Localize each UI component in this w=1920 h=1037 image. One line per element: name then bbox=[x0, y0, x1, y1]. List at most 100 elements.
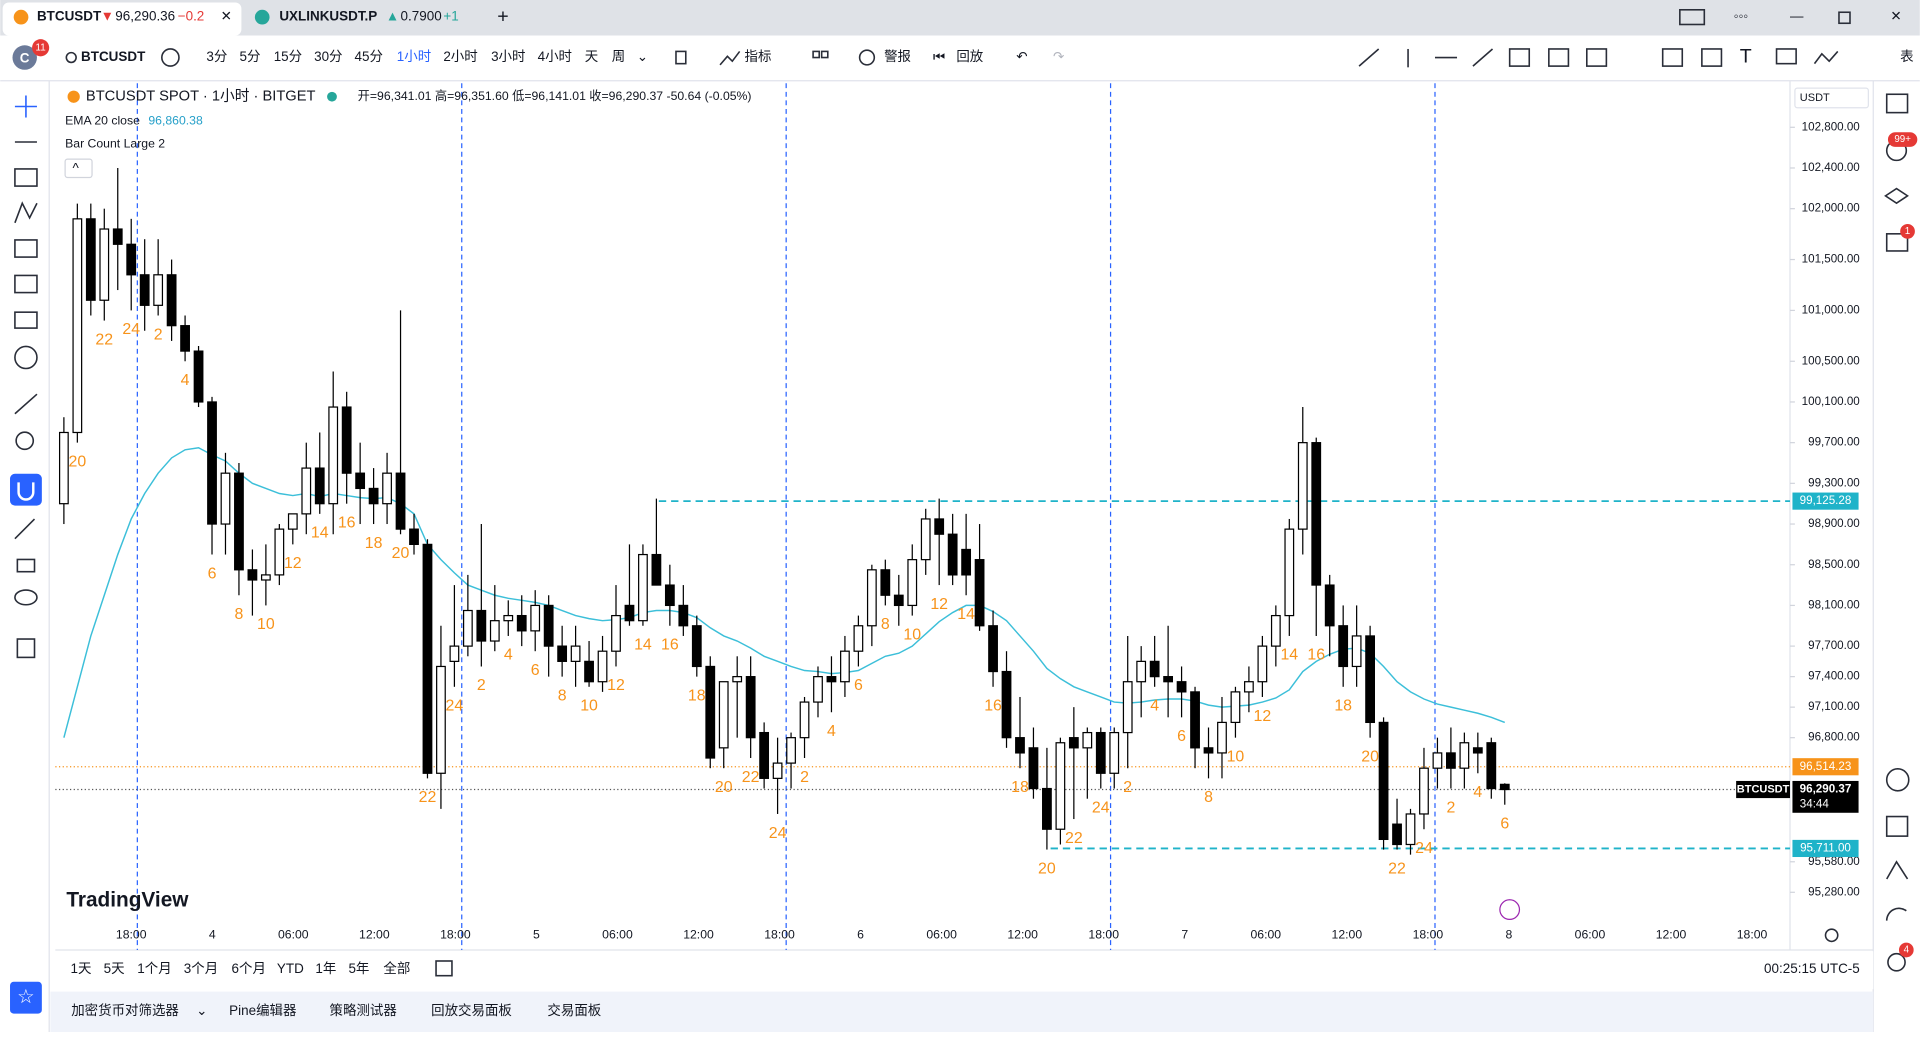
close[interactable]: ✕ bbox=[1890, 9, 1901, 24]
minimize[interactable]: — bbox=[1790, 9, 1804, 24]
annotation-tool[interactable] bbox=[14, 311, 38, 329]
undo[interactable]: ↶ bbox=[1016, 49, 1027, 64]
magnet-tool[interactable] bbox=[10, 473, 42, 506]
path-tool[interactable] bbox=[1813, 50, 1839, 65]
panel-tab[interactable]: Pine编辑器 bbox=[229, 1003, 297, 1018]
notify-icon[interactable] bbox=[1887, 952, 1906, 972]
ideas-icon[interactable] bbox=[1885, 768, 1910, 792]
date-range-button[interactable] bbox=[435, 960, 453, 977]
count-label: 6 bbox=[1177, 728, 1186, 745]
fib-tool[interactable] bbox=[1508, 48, 1531, 67]
rect-tool[interactable] bbox=[1661, 48, 1684, 67]
trend-tool[interactable] bbox=[1358, 48, 1380, 67]
compare-button[interactable] bbox=[161, 48, 180, 67]
panel-tab[interactable]: 回放交易面板 bbox=[431, 1002, 512, 1018]
settings-icon[interactable] bbox=[1824, 928, 1839, 943]
tab[interactable] bbox=[2, 2, 242, 36]
interval-button[interactable]: 3小时 bbox=[491, 49, 525, 64]
candle-body bbox=[1055, 742, 1066, 830]
hide-tool[interactable] bbox=[14, 589, 38, 606]
news-icon[interactable] bbox=[1886, 860, 1909, 880]
interval-dropdown[interactable]: ⌄ bbox=[637, 49, 648, 64]
chat-icon[interactable] bbox=[1885, 233, 1909, 252]
candle-body bbox=[72, 218, 83, 434]
dropdown[interactable]: ⌄ bbox=[196, 1003, 207, 1018]
x-tick-label: 7 bbox=[1181, 928, 1188, 942]
interval-button[interactable]: 15分 bbox=[274, 49, 302, 64]
candle-body bbox=[1230, 691, 1241, 724]
panel-tab[interactable]: 策略测试器 bbox=[330, 1002, 398, 1018]
chart[interactable]: BTCUSDT SPOT · 1小时 · BITGET 开=96,341.01 … bbox=[55, 80, 1874, 951]
symbol-search[interactable]: BTCUSDT bbox=[81, 49, 146, 64]
panel-tab[interactable]: 加密货币对筛选器 bbox=[71, 1002, 179, 1018]
replay-button[interactable]: 回放 bbox=[956, 49, 983, 64]
interval-button[interactable]: 4小时 bbox=[538, 49, 572, 64]
text-tool[interactable]: T bbox=[1740, 46, 1752, 68]
emoji-tool[interactable] bbox=[14, 345, 38, 370]
redo[interactable]: ↷ bbox=[1053, 49, 1064, 64]
tab-price: 96,290.36 bbox=[115, 9, 175, 24]
tab-change: −0.2 bbox=[178, 9, 205, 24]
candle-body bbox=[664, 584, 675, 607]
interval-button[interactable]: 天 bbox=[585, 49, 598, 64]
shape-tool[interactable] bbox=[14, 274, 38, 294]
range-button[interactable]: YTD bbox=[277, 961, 304, 976]
ray-tool[interactable] bbox=[1472, 48, 1494, 67]
interval-button[interactable]: 2小时 bbox=[443, 49, 477, 64]
layers-icon[interactable] bbox=[1884, 187, 1909, 205]
more-button[interactable]: ◦◦◦ bbox=[1734, 9, 1749, 24]
interval-button[interactable]: 5分 bbox=[239, 49, 260, 64]
range-button[interactable]: 1天 bbox=[71, 961, 92, 976]
event-marker[interactable] bbox=[1499, 899, 1521, 920]
panel-tab[interactable]: 交易面板 bbox=[547, 1002, 601, 1018]
channel-tool[interactable] bbox=[1585, 48, 1608, 67]
range-button[interactable]: 3个月 bbox=[184, 961, 218, 976]
forecast-tool[interactable] bbox=[14, 239, 38, 258]
tab-close[interactable]: ✕ bbox=[221, 9, 232, 24]
level-label: 96,514.23 bbox=[1800, 760, 1852, 773]
lock-drawing[interactable] bbox=[14, 518, 36, 540]
pattern-tool[interactable] bbox=[14, 201, 38, 224]
interval-button[interactable]: 1小时 bbox=[397, 49, 431, 64]
pattern-tool[interactable] bbox=[1548, 48, 1570, 67]
tab-symbol[interactable]: UXLINKUSDT.P bbox=[279, 9, 377, 24]
range-button[interactable]: 6个月 bbox=[232, 961, 266, 976]
delete-tool[interactable] bbox=[16, 638, 36, 659]
zoom-tool[interactable] bbox=[15, 431, 35, 451]
chart-type[interactable] bbox=[675, 50, 687, 65]
calendar-icon[interactable] bbox=[1885, 815, 1909, 837]
grid-tool[interactable] bbox=[1701, 48, 1723, 67]
stream-icon[interactable] bbox=[1885, 907, 1907, 921]
candle-body bbox=[516, 614, 527, 632]
range-button[interactable]: 1年 bbox=[315, 961, 336, 976]
favorites[interactable] bbox=[10, 981, 42, 1014]
interval-button[interactable]: 周 bbox=[612, 49, 625, 64]
interval-button[interactable]: 3分 bbox=[206, 49, 227, 64]
ruler-tool[interactable] bbox=[14, 393, 38, 415]
currency-select[interactable] bbox=[1794, 87, 1869, 109]
count-label: 2 bbox=[1446, 799, 1455, 816]
range-button[interactable]: 1个月 bbox=[137, 961, 171, 976]
range-button[interactable]: 5天 bbox=[104, 961, 125, 976]
layout-icon[interactable] bbox=[812, 50, 821, 59]
collapse-legend[interactable] bbox=[64, 158, 93, 179]
y-tick-label: 102,000.00 bbox=[1802, 202, 1860, 215]
tab-price: 0.7900 bbox=[401, 9, 442, 24]
window-icon[interactable] bbox=[1679, 8, 1706, 26]
currency: USDT bbox=[1800, 92, 1830, 104]
avatar[interactable] bbox=[12, 45, 37, 70]
interval-button[interactable]: 30分 bbox=[314, 49, 342, 64]
alert-button[interactable]: 警报 bbox=[884, 49, 911, 64]
maximize[interactable] bbox=[1838, 11, 1851, 25]
fib-tool[interactable] bbox=[14, 168, 38, 187]
range-button[interactable]: 5年 bbox=[348, 961, 369, 976]
count-label: 22 bbox=[419, 789, 437, 806]
new-tab[interactable]: + bbox=[497, 5, 508, 27]
lock-tool[interactable] bbox=[16, 558, 36, 573]
interval-button[interactable]: 45分 bbox=[355, 49, 383, 64]
watchlist-icon[interactable] bbox=[1885, 93, 1909, 114]
indicators-button[interactable]: 指标 bbox=[745, 49, 772, 64]
note-tool[interactable] bbox=[1775, 48, 1797, 65]
range-button[interactable]: 全部 bbox=[383, 960, 410, 976]
candle-body bbox=[1365, 635, 1376, 724]
